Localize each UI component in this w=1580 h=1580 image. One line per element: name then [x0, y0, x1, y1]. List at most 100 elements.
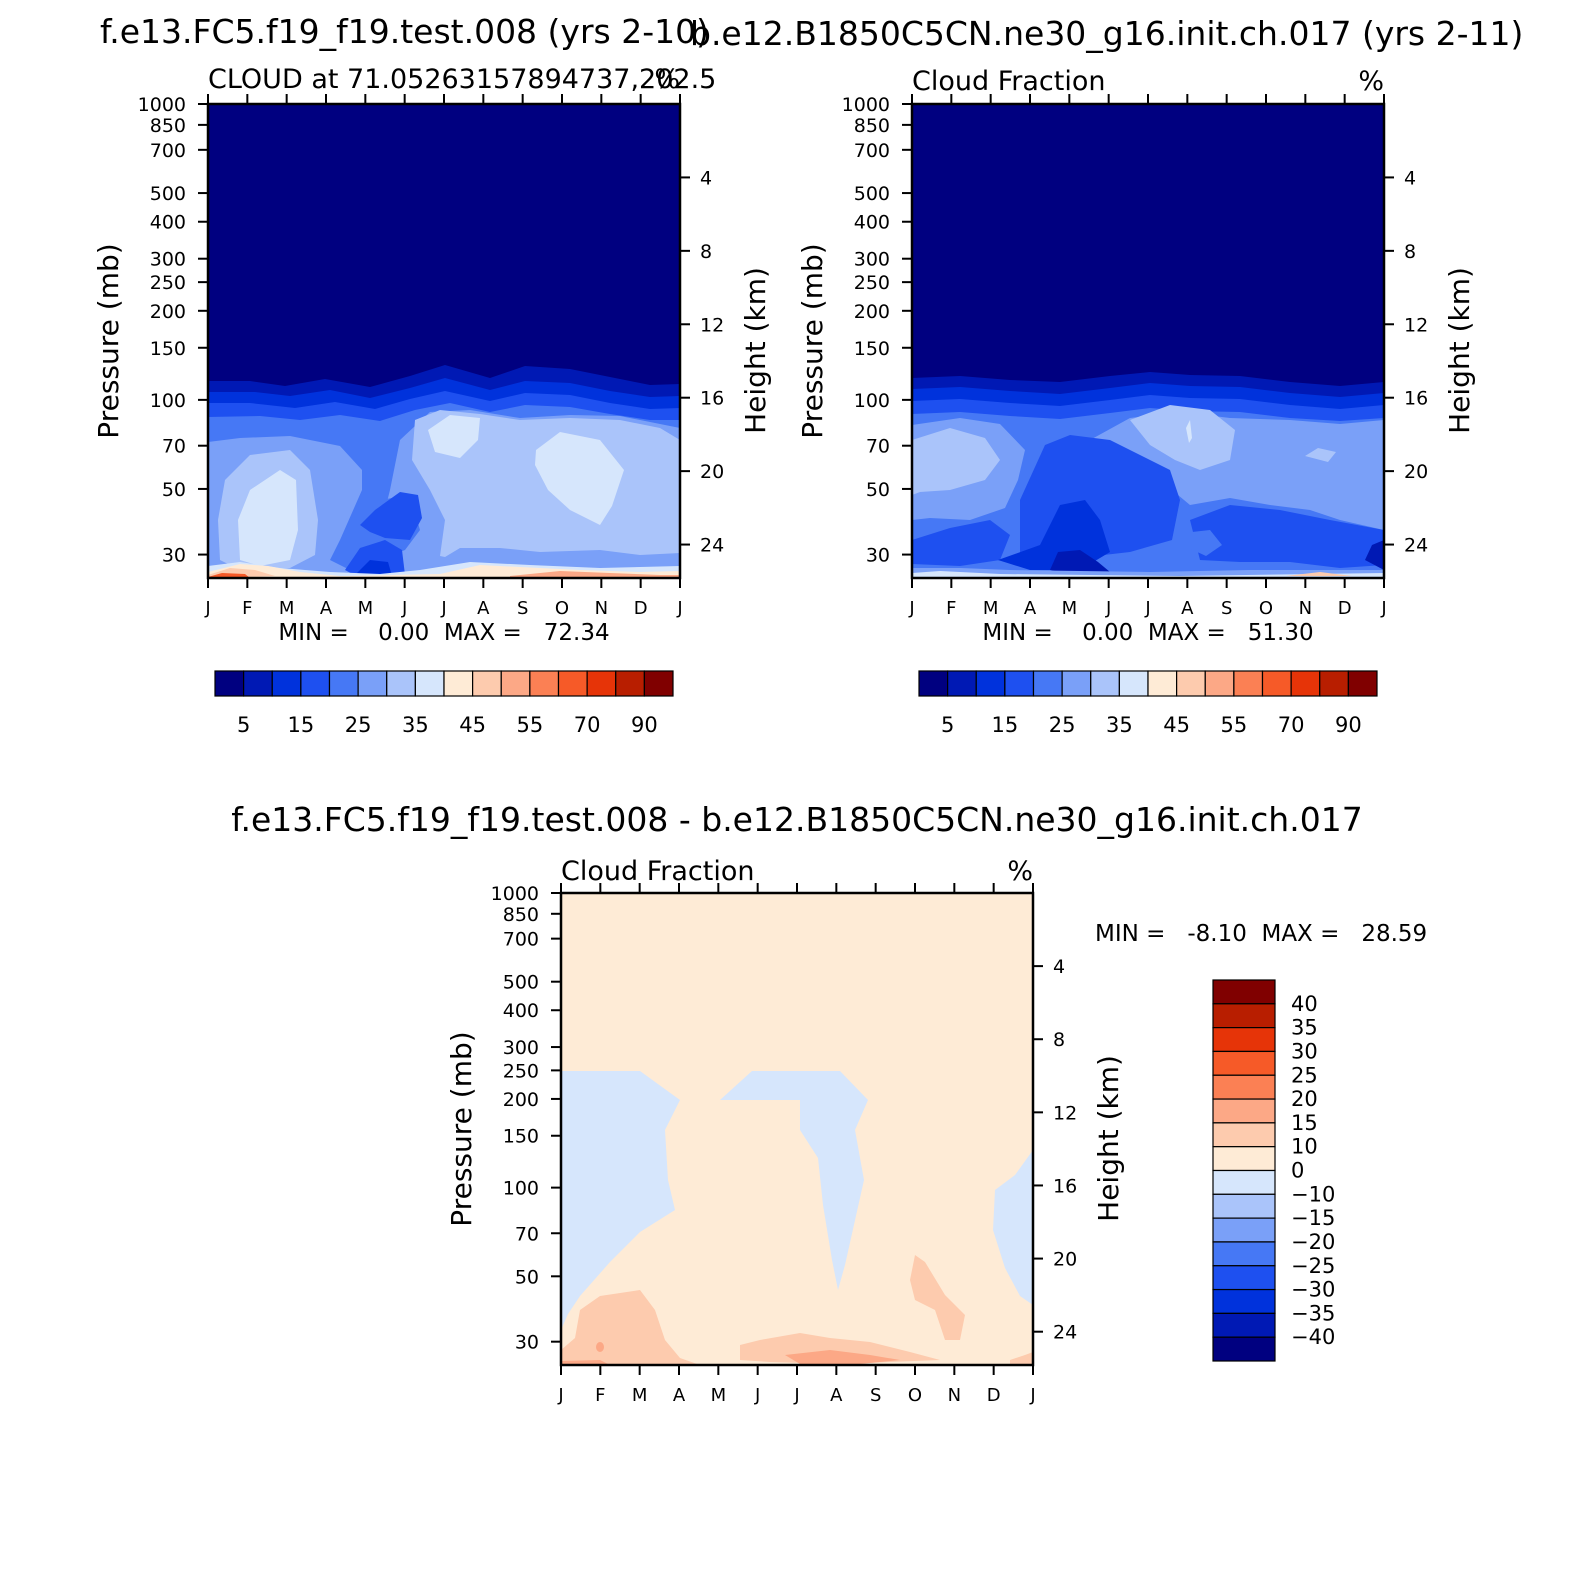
colorbar-swatch	[1212, 1288, 1276, 1314]
panel-test-cloud: CLOUD at 71.05263157894737,202.5 %	[92, 64, 772, 737]
x-tick-label: J	[1105, 598, 1111, 619]
colorbar-swatch	[975, 670, 1006, 697]
right-tick-label: 8	[1404, 241, 1416, 263]
colorbar-label: −15	[1291, 1206, 1335, 1230]
y-tick-label: 1000	[842, 94, 890, 116]
y-tick-label: 30	[162, 545, 186, 567]
colorbar-label: 15	[992, 713, 1019, 737]
contour-band	[1305, 448, 1336, 462]
colorbar-swatch	[1233, 670, 1264, 697]
panel-a-subtitle: CLOUD at 71.05263157894737,202.5	[208, 64, 716, 95]
panel-b-contours	[912, 104, 1384, 578]
right-tick-label: 24	[700, 535, 724, 557]
x-tick-label: J	[440, 598, 446, 619]
colorbar-label: 45	[1163, 713, 1190, 737]
panel-c-stats: MIN = -8.10 MAX = 28.59	[1095, 921, 1427, 947]
contour-band	[993, 1150, 1033, 1305]
right-tick-label: 8	[1053, 1029, 1065, 1051]
contour-band	[596, 1342, 604, 1352]
y-tick-label: 50	[162, 479, 186, 501]
y-tick-label: 70	[866, 436, 890, 458]
contour-band	[1365, 540, 1384, 570]
x-tick-label: N	[1299, 598, 1312, 619]
panel-a-units: %	[654, 64, 680, 95]
panel-c-units: %	[1007, 856, 1033, 887]
x-tick-label: A	[830, 1385, 843, 1406]
y-tick-label: 100	[503, 1178, 539, 1200]
y-tick-label: 1000	[138, 94, 186, 116]
y-tick-label: 150	[503, 1126, 539, 1148]
colorbar-swatch	[557, 670, 588, 697]
colorbar-swatch	[586, 670, 617, 697]
colorbar-swatch	[1212, 1217, 1276, 1243]
right-axis-label: Height (km)	[739, 267, 772, 434]
colorbar-swatch	[1212, 1241, 1276, 1267]
y-tick-label: 500	[503, 972, 539, 994]
colorbar-swatch	[1118, 670, 1149, 697]
x-tick-label: S	[870, 1385, 881, 1406]
x-tick-label: J	[557, 1385, 563, 1406]
colorbar-label: 90	[631, 713, 658, 737]
contour-band	[356, 560, 392, 576]
x-tick-label: M	[983, 598, 999, 619]
y-tick-label: 150	[854, 338, 890, 360]
y-tick-label: 700	[503, 929, 539, 951]
colorbar-swatch	[947, 670, 977, 697]
x-tick-label: M	[279, 598, 295, 619]
y-tick-label: 850	[854, 115, 890, 137]
y-axis-label: Pressure (mb)	[445, 1031, 478, 1226]
colorbar-swatch	[1212, 1027, 1276, 1053]
x-tick-label: M	[358, 598, 374, 619]
panel-a-stats: MIN = 0.00 MAX = 72.34	[278, 620, 609, 646]
panel-control-cloud: Cloud Fraction % J F M A M J J A S O N D J 30 50	[796, 66, 1476, 737]
colorbar-swatch	[472, 670, 502, 697]
colorbar-swatch	[271, 670, 302, 697]
x-tick-label: F	[242, 598, 252, 619]
colorbar-label: 35	[402, 713, 429, 737]
colorbar-swatch	[386, 670, 416, 697]
colorbar-label: 25	[1049, 713, 1076, 737]
colorbar-label: 55	[1221, 713, 1248, 737]
colorbar-label: 0	[1291, 1159, 1304, 1183]
panel-difference: Cloud Fraction % J F M A M J J A S O N D J 30 50 70 100 1…	[445, 856, 1427, 1406]
colorbar-swatch	[1261, 670, 1292, 697]
y-axis-label: Pressure (mb)	[796, 243, 829, 438]
contour-band	[561, 1071, 680, 1330]
colorbar-swatch	[1212, 1098, 1276, 1124]
title-bottom: f.e13.FC5.f19_f19.test.008 - b.e12.B1850…	[231, 800, 1362, 839]
colorbar-swatch	[1147, 670, 1178, 697]
x-tick-label: D	[1338, 598, 1352, 619]
colorbar-label: 5	[941, 713, 954, 737]
title-left: f.e13.FC5.f19_f19.test.008 (yrs 2-10)	[100, 12, 709, 51]
colorbar-swatch	[414, 670, 445, 697]
x-tick-label: F	[595, 1385, 605, 1406]
colorbar-swatch	[1204, 670, 1235, 697]
x-tick-label: J	[1380, 598, 1386, 619]
colorbar-swatch	[328, 670, 359, 697]
right-tick-label: 12	[1404, 314, 1428, 336]
x-tick-label: O	[555, 598, 569, 619]
colorbar-swatch	[1347, 670, 1378, 697]
right-tick-label: 8	[700, 241, 712, 263]
colorbar-swatch	[443, 670, 474, 697]
colorbar-swatch	[1212, 1336, 1276, 1362]
colorbar-label: 40	[1291, 992, 1318, 1016]
colorbar-swatch	[500, 670, 531, 697]
colorbar-swatch	[243, 670, 273, 697]
contour-band	[912, 571, 1384, 578]
x-tick-label: N	[595, 598, 608, 619]
contour-band	[912, 428, 1000, 495]
colorbar-swatch	[1212, 1146, 1276, 1172]
y-tick-label: 500	[150, 183, 186, 205]
contour-band	[1182, 530, 1222, 556]
colorbar-label: 30	[1291, 1039, 1318, 1063]
colorbar-label: 20	[1291, 1087, 1318, 1111]
right-tick-label: 4	[1404, 167, 1416, 189]
colorbar-label: 55	[517, 713, 544, 737]
colorbar-swatch	[1212, 1003, 1276, 1029]
colorbar-swatch	[1004, 670, 1035, 697]
contour-band	[510, 571, 680, 578]
